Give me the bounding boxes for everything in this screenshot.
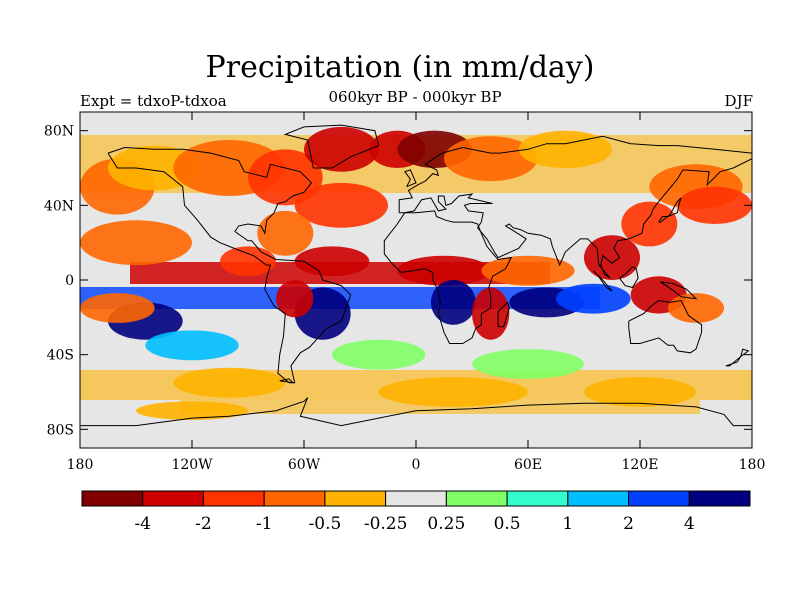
precip-patch <box>430 280 476 325</box>
precip-patch <box>584 377 696 407</box>
colorbar-label: 1 <box>562 514 573 534</box>
coastline <box>628 299 703 354</box>
precip-patch <box>108 145 202 191</box>
x-tick-label: 60E <box>514 457 542 473</box>
coastline <box>725 348 750 367</box>
precip-patch <box>444 136 538 182</box>
precip-patch <box>677 186 752 224</box>
colorbar-box <box>142 490 204 507</box>
precip-patch <box>276 280 314 318</box>
colorbar-box <box>263 490 326 507</box>
precipitation-field <box>80 126 752 420</box>
colorbar-box <box>445 490 508 507</box>
coastline <box>497 301 510 328</box>
colorbar-box <box>324 490 387 507</box>
colorbar-box <box>628 490 690 507</box>
colorbar-label: -0.5 <box>309 514 342 534</box>
experiment-label: Expt = tdxoP-tdxoa <box>80 92 227 110</box>
coastlines <box>80 124 752 427</box>
colorbar: -4 -2 -1 -0.5 -0.25 0.25 0.5 1 2 4 <box>81 490 751 534</box>
colorbar-box <box>385 490 447 507</box>
y-tick-label: 40S <box>47 348 74 364</box>
y-tick-label: 80N <box>44 124 74 140</box>
colorbar-label: -0.25 <box>364 514 408 534</box>
coastline <box>383 210 513 344</box>
map-subtitle: 060kyr BP - 000kyr BP <box>328 88 502 106</box>
precip-patch <box>257 210 314 256</box>
precip-patch <box>518 130 612 168</box>
x-tick-label: 120W <box>171 457 213 473</box>
precip-patch <box>472 349 584 379</box>
coastline <box>592 270 613 292</box>
precip-patch <box>621 201 678 247</box>
coastline <box>660 281 698 300</box>
x-tick-label: 60W <box>288 457 321 473</box>
precip-patch <box>220 246 276 277</box>
precip-patch <box>397 255 491 286</box>
colorbar-label: -2 <box>195 514 212 534</box>
colorbar-label: 0.25 <box>427 514 465 534</box>
coastline <box>398 135 752 279</box>
precip-patch <box>584 235 640 280</box>
coastline <box>658 197 682 223</box>
x-tick-label: 180 <box>739 457 766 473</box>
precip-patch <box>304 126 379 172</box>
precip-patch <box>332 339 426 370</box>
map-panel: 180 120W 60W 0 60E 120E 180 80N 40N 0 40S 80S <box>44 111 766 473</box>
x-tick-label: 0 <box>412 457 421 473</box>
x-tick-label: 120E <box>622 457 659 473</box>
colorbar-label: 4 <box>684 514 695 534</box>
coastline <box>80 397 752 427</box>
colorbar-label: 0.5 <box>494 514 521 534</box>
precip-patch <box>378 377 528 407</box>
precip-patch <box>668 293 724 323</box>
season-label: DJF <box>724 92 753 110</box>
colorbar-label: 2 <box>623 514 634 534</box>
precip-patch <box>294 246 370 277</box>
colorbar-box <box>506 490 569 507</box>
colorbar-box <box>688 490 751 507</box>
map-title: Precipitation (in mm/day) <box>205 50 595 85</box>
colorbar-box <box>202 490 265 507</box>
precip-patch <box>248 149 323 206</box>
colorbar-box <box>81 490 144 507</box>
coastline <box>283 124 380 169</box>
precip-patch <box>80 220 192 266</box>
precip-patch <box>173 367 286 398</box>
coastline <box>279 378 295 384</box>
colorbar-label: -4 <box>134 514 151 534</box>
y-tick-label: 40N <box>44 198 74 214</box>
coastline <box>107 146 352 384</box>
x-tick-label: 180 <box>67 457 94 473</box>
y-axis: 80N 40N 0 40S 80S <box>44 124 752 438</box>
coastline <box>403 169 417 188</box>
coastline <box>619 266 639 289</box>
precip-patch <box>556 283 631 314</box>
precip-patch <box>136 401 248 420</box>
y-tick-label: 0 <box>65 273 74 289</box>
precip-patch <box>294 182 389 228</box>
colorbar-label: -1 <box>256 514 273 534</box>
colorbar-box <box>567 490 630 507</box>
precip-patch <box>481 255 575 286</box>
x-axis: 180 120W 60W 0 60E 120E 180 <box>67 112 766 473</box>
precip-patch <box>80 293 155 323</box>
precip-patch <box>145 330 239 361</box>
y-tick-label: 80S <box>47 422 74 438</box>
